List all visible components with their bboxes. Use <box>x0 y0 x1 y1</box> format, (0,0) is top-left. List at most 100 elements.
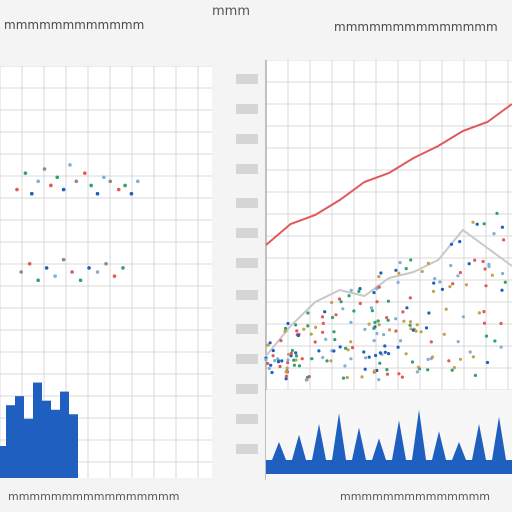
scatter-point <box>362 350 366 354</box>
scatter-point <box>449 242 454 246</box>
scatter-point <box>387 352 391 356</box>
scatter-point <box>484 284 488 288</box>
scatter-point <box>267 366 271 371</box>
scatter-point <box>276 360 281 364</box>
scatter-point <box>370 309 374 313</box>
scatter-point <box>302 327 306 331</box>
scatter-point <box>360 375 364 379</box>
scatter-point <box>376 319 380 323</box>
scatter-point <box>270 370 274 375</box>
scatter-point <box>419 330 423 334</box>
scatter-point <box>383 350 387 354</box>
scatter-point <box>284 377 288 381</box>
scatter-point <box>449 263 453 268</box>
scatter-point <box>456 340 460 344</box>
scatter-point <box>49 183 53 188</box>
scatter-point <box>442 332 446 336</box>
skyline-spire <box>452 442 466 460</box>
scatter-point <box>415 323 419 327</box>
scatter-point <box>447 359 451 363</box>
scatter-point <box>271 354 275 358</box>
scatter-point <box>332 330 336 334</box>
scatter-point <box>349 340 353 344</box>
scatter-point <box>283 329 287 333</box>
scatter-point <box>458 240 462 244</box>
scatter-point <box>300 357 304 361</box>
scatter-point <box>266 361 270 366</box>
scatter-point <box>321 321 325 325</box>
scatter-point <box>374 353 378 358</box>
scatter-point <box>294 358 298 362</box>
scatter-point <box>399 339 403 343</box>
scatter-point <box>382 333 386 337</box>
scatter-point <box>398 261 402 265</box>
scatter-point <box>385 372 390 376</box>
y-tick-label <box>236 74 258 84</box>
scatter-point <box>352 309 356 313</box>
scatter-point <box>481 259 485 264</box>
scatter-point <box>386 299 390 303</box>
plot-background <box>0 66 212 478</box>
scatter-point <box>375 287 379 291</box>
scatter-point <box>431 289 436 293</box>
scatter-point <box>451 282 455 286</box>
scatter-point <box>482 222 486 226</box>
scatter-point <box>292 358 296 362</box>
scatter-point <box>372 369 377 373</box>
scatter-point <box>15 187 19 192</box>
series-line-gray <box>265 228 512 357</box>
scatter-point <box>482 310 486 314</box>
scatter-point <box>292 363 296 367</box>
scatter-point <box>358 301 362 306</box>
y-tick-label <box>236 228 258 238</box>
scatter-point <box>89 183 93 188</box>
scatter-point <box>433 277 437 281</box>
scatter-point <box>440 287 444 291</box>
scatter-point <box>294 323 298 327</box>
scatter-point <box>363 367 367 371</box>
scatter-point <box>30 191 34 196</box>
scatter-point <box>305 378 309 382</box>
scatter-point <box>377 285 381 289</box>
scatter-point <box>296 333 300 338</box>
scatter-point <box>264 358 268 362</box>
scatter-point <box>400 375 404 379</box>
scatter-point <box>424 326 429 330</box>
skyline-spire <box>272 442 286 460</box>
scatter-point <box>373 320 377 324</box>
scatter-point <box>450 368 454 372</box>
scatter-point <box>294 354 299 358</box>
scatter-point <box>444 307 448 311</box>
scatter-point <box>483 267 487 271</box>
skyline-spire <box>292 434 306 460</box>
y-tick-label <box>236 384 258 394</box>
skyline-spire <box>332 413 346 460</box>
y-tick-label <box>236 444 258 454</box>
skyline-spire <box>412 409 426 460</box>
scatter-point <box>409 327 413 331</box>
scatter-point <box>23 171 28 175</box>
scatter-point <box>61 257 66 262</box>
scatter-point <box>502 238 506 242</box>
scatter-point <box>70 270 74 274</box>
scatter-point <box>427 311 431 315</box>
scatter-point <box>74 179 79 184</box>
scatter-point <box>306 311 310 315</box>
scatter-point <box>394 329 398 333</box>
scatter-point <box>493 339 497 343</box>
scatter-point <box>346 348 350 352</box>
scatter-point <box>55 175 60 180</box>
scatter-point <box>323 310 327 314</box>
scatter-point <box>396 280 400 284</box>
scatter-point <box>36 179 40 184</box>
scatter-point <box>286 321 290 326</box>
scatter-point <box>500 225 504 229</box>
scatter-point <box>503 280 507 284</box>
scatter-point <box>343 364 347 368</box>
scatter-point <box>385 316 389 320</box>
scatter-point <box>385 368 389 372</box>
scatter-point <box>456 274 460 278</box>
scatter-point <box>372 339 376 343</box>
scatter-point <box>408 320 413 324</box>
scatter-point <box>297 364 302 368</box>
